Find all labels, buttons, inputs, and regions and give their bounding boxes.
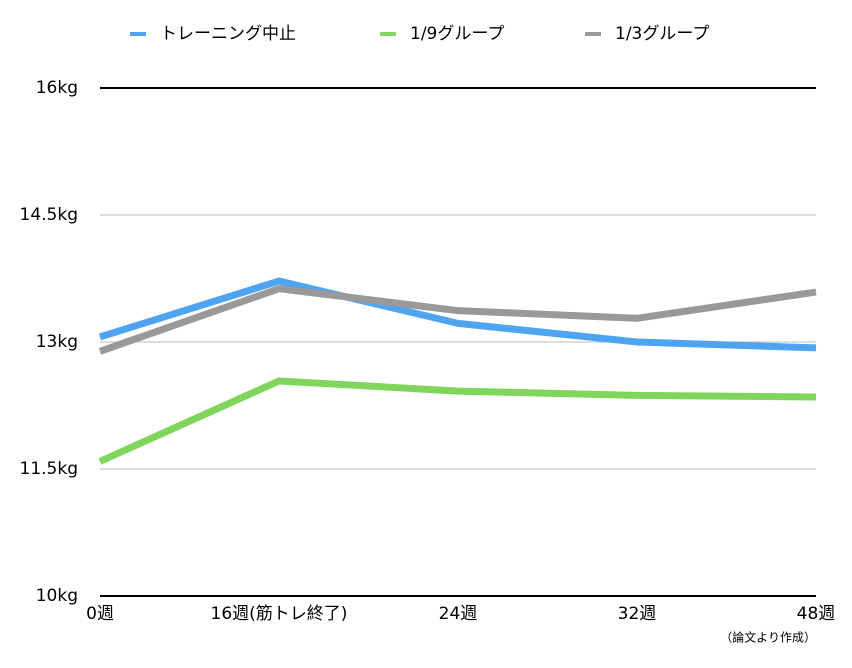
x-tick-label: 32週 — [618, 604, 657, 624]
y-tick-label: 16kg — [36, 78, 78, 98]
legend-label: 1/9グループ — [410, 24, 504, 44]
legend-label: トレーニング中止 — [160, 24, 296, 44]
series-line — [98, 277, 817, 352]
x-tick-label: 48週 — [797, 604, 836, 624]
x-tick-label: 24週 — [439, 604, 478, 624]
annotation: （論文より作成） — [720, 630, 816, 645]
y-tick-label: 11.5kg — [20, 459, 79, 479]
x-tick-label: 16週(筋トレ終了) — [211, 604, 348, 624]
y-tick-label: 14.5kg — [20, 205, 79, 225]
series-line — [98, 285, 817, 355]
series-line — [98, 377, 817, 465]
x-tick-label: 0週 — [86, 604, 114, 624]
y-tick-label: 13kg — [36, 332, 78, 352]
y-tick-label: 10kg — [36, 586, 78, 606]
legend-label: 1/3グループ — [615, 24, 709, 44]
